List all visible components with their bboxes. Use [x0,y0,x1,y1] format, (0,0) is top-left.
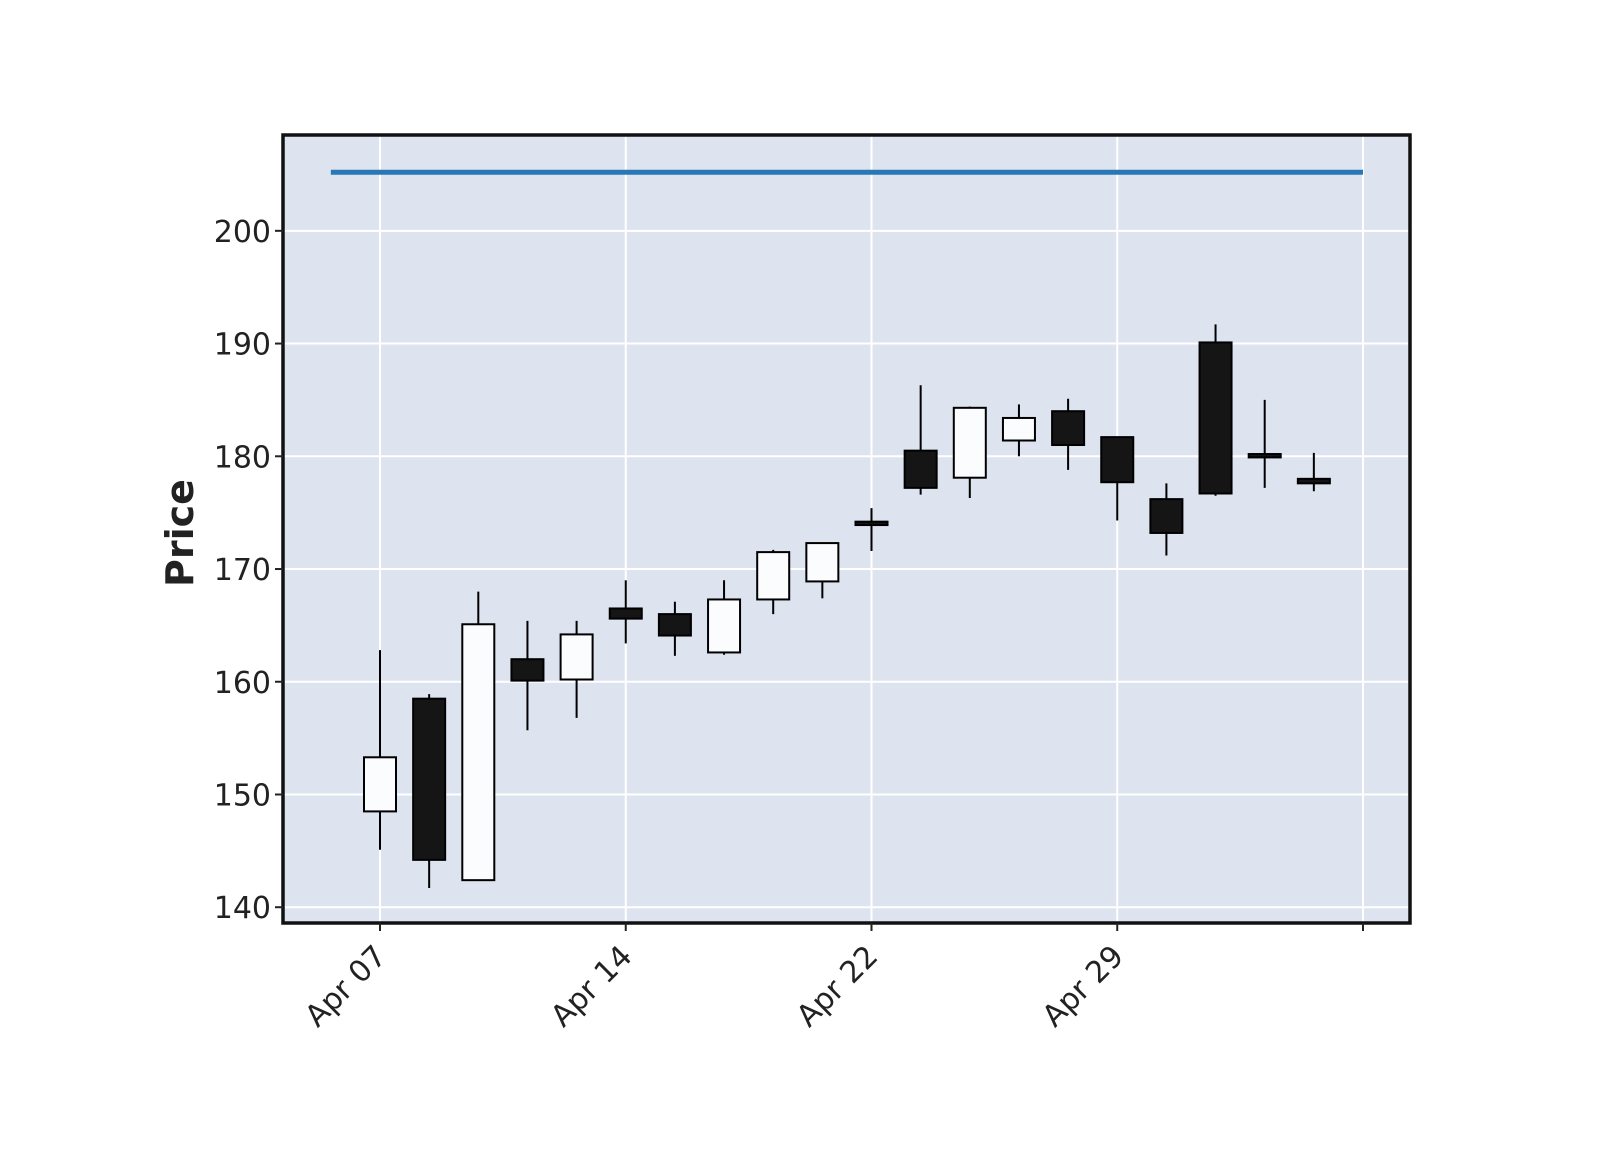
candle [510,620,545,731]
y-axis: 140 150 160 170 180 190 200 [214,215,283,926]
candle [608,580,643,644]
candle [412,694,447,889]
y-tick-label: 170 [214,553,271,588]
candle-body [1296,477,1331,485]
candle-body [559,633,594,681]
candle [854,508,889,551]
candle-body [657,613,692,637]
candles-group [363,324,1331,889]
candle-body [461,623,496,882]
candle-body [854,520,889,527]
y-axis-title: Price [158,479,202,587]
candle [756,549,791,615]
candle [952,406,987,498]
y-tick-label: 140 [214,891,271,926]
candle-body [1247,453,1282,459]
y-tick-label: 200 [214,215,271,250]
candle-body [707,598,742,654]
candle-body [1100,436,1135,484]
candle-body [1051,410,1086,447]
candle [1198,324,1233,496]
y-tick-label: 180 [214,440,271,475]
candle [903,385,938,495]
plot-area [283,135,1410,923]
y-tick-label: 160 [214,666,271,701]
candle [1051,398,1086,470]
x-axis: Apr 07 Apr 14 Apr 22 Apr 29 [298,923,1364,1034]
candle-body [1001,416,1036,442]
candle-body [756,551,791,601]
plot-frame [281,133,1412,925]
candle-body [1198,341,1233,495]
candle [1149,483,1184,556]
candle-body [412,697,447,861]
x-tick-label: Apr 29 [1036,939,1131,1034]
candle-body [805,542,840,583]
y-tick-label: 190 [214,328,271,363]
candle [461,591,496,882]
candle [363,650,397,850]
candle [1001,404,1036,457]
candle-body [510,658,545,682]
candle-body [608,607,643,620]
candle [1100,436,1135,521]
candle [1296,452,1331,492]
x-tick-label: Apr 07 [298,939,393,1034]
candle [805,542,840,599]
y-tick-label: 150 [214,778,271,813]
candle [1247,399,1282,488]
candle-body [903,449,938,489]
candle [657,601,692,656]
x-tick-label: Apr 22 [790,939,885,1034]
candle [559,620,594,718]
candle-body [1149,498,1184,534]
candle-body [952,406,987,479]
x-tick-label: Apr 14 [544,939,639,1034]
candle [707,580,742,655]
candle-body [363,756,397,813]
